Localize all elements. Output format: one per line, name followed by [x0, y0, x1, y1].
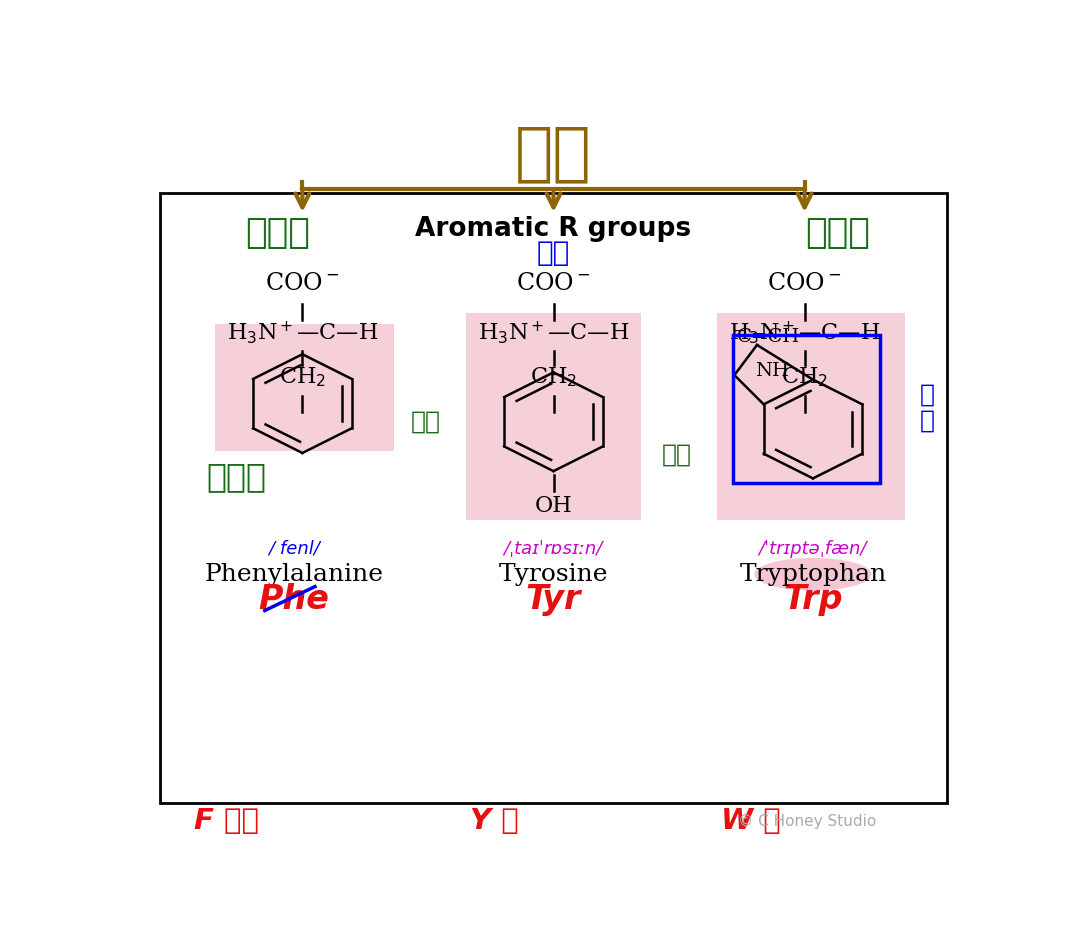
Text: Tyrosine: Tyrosine — [499, 563, 608, 586]
Text: H$_3$N$^+$—C—H: H$_3$N$^+$—C—H — [227, 319, 378, 346]
Text: F 苯丙: F 苯丙 — [193, 807, 258, 835]
Bar — [717, 313, 905, 520]
Text: /ˌtaɪˈrɒsɪːn/: /ˌtaɪˈrɒsɪːn/ — [503, 539, 604, 558]
Text: Aromatic R groups: Aromatic R groups — [416, 216, 691, 242]
Text: Tyr: Tyr — [526, 583, 581, 616]
Text: CH$_2$: CH$_2$ — [781, 366, 828, 389]
Text: 极性: 极性 — [537, 239, 570, 267]
Bar — [465, 313, 642, 520]
Text: Trp: Trp — [783, 583, 842, 616]
Text: 非极性: 非极性 — [806, 216, 870, 250]
Text: © C Honey Studio: © C Honey Studio — [738, 814, 876, 829]
Bar — [215, 323, 394, 451]
Text: CH$_2$: CH$_2$ — [279, 366, 326, 389]
Text: NH: NH — [755, 362, 789, 380]
Bar — [160, 193, 947, 803]
Text: 非极性: 非极性 — [245, 216, 310, 250]
Text: H$_3$N$^+$—C—H: H$_3$N$^+$—C—H — [477, 319, 630, 346]
Text: Y 酪: Y 酪 — [470, 807, 518, 835]
Bar — [733, 335, 880, 484]
Text: Tryptophan: Tryptophan — [740, 563, 887, 586]
Text: COO$^-$: COO$^-$ — [266, 273, 339, 295]
Text: / fenl/: / fenl/ — [268, 539, 320, 558]
Text: /ˈtrɪptəˌfæn/: /ˈtrɪptəˌfæn/ — [759, 539, 867, 558]
Text: COO$^-$: COO$^-$ — [768, 273, 841, 295]
Text: C=CH: C=CH — [737, 328, 800, 346]
Text: H$_3$N$^+$—C—H: H$_3$N$^+$—C—H — [729, 319, 880, 346]
Text: CH$_2$: CH$_2$ — [530, 366, 577, 389]
Text: 吲
哚: 吲 哚 — [919, 382, 934, 432]
Text: 苯丙～: 苯丙～ — [206, 460, 266, 492]
Text: COO$^-$: COO$^-$ — [516, 273, 591, 295]
Text: Phenylalanine: Phenylalanine — [204, 563, 383, 586]
Text: 中性: 中性 — [515, 122, 592, 184]
Ellipse shape — [754, 558, 872, 590]
Text: W 色: W 色 — [721, 807, 781, 835]
Text: 酚～: 酚～ — [410, 410, 441, 434]
Text: OH: OH — [535, 495, 572, 517]
Text: Phe: Phe — [258, 583, 329, 616]
Text: 色～: 色～ — [662, 442, 691, 467]
